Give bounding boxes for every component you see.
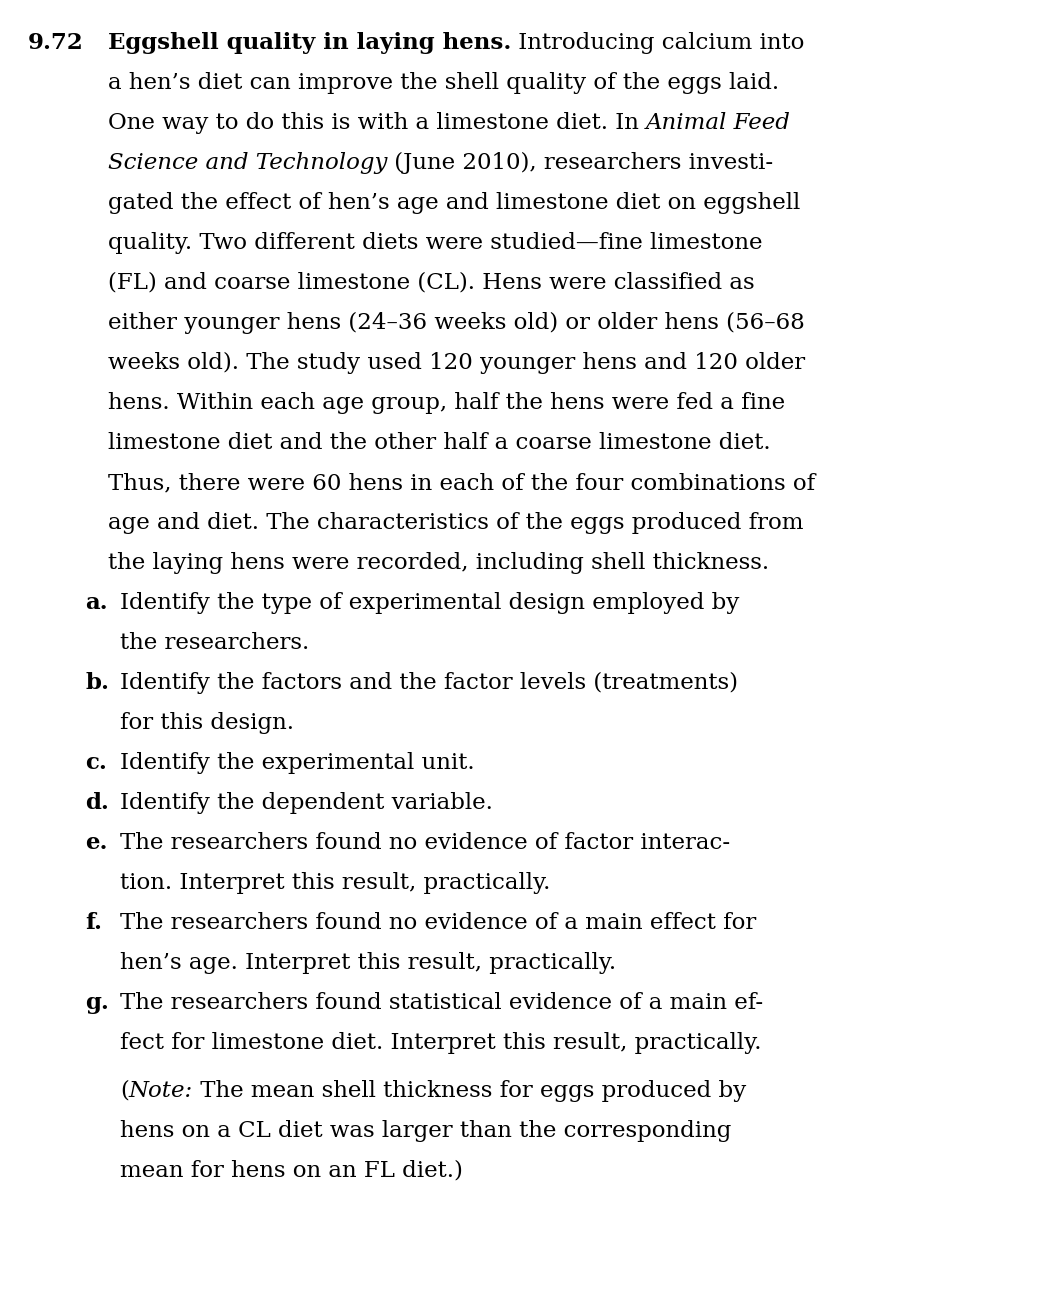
Text: The researchers found no evidence of a main effect for: The researchers found no evidence of a m… <box>120 912 756 934</box>
Text: Identify the type of experimental design employed by: Identify the type of experimental design… <box>120 592 739 614</box>
Text: Animal Feed: Animal Feed <box>646 112 791 134</box>
Text: Identify the experimental unit.: Identify the experimental unit. <box>120 752 475 774</box>
Text: mean for hens on an FL diet.): mean for hens on an FL diet.) <box>120 1160 462 1182</box>
Text: Eggshell quality in laying hens.: Eggshell quality in laying hens. <box>108 32 512 54</box>
Text: d.: d. <box>85 792 109 814</box>
Text: fect for limestone diet. Interpret this result, practically.: fect for limestone diet. Interpret this … <box>120 1032 761 1054</box>
Text: Science and Technology: Science and Technology <box>108 152 387 174</box>
Text: the laying hens were recorded, including shell thickness.: the laying hens were recorded, including… <box>108 552 769 574</box>
Text: weeks old). The study used 120 younger hens and 120 older: weeks old). The study used 120 younger h… <box>108 351 805 375</box>
Text: either younger hens (24–36 weeks old) or older hens (56–68: either younger hens (24–36 weeks old) or… <box>108 311 805 335</box>
Text: Identify the factors and the factor levels (treatments): Identify the factors and the factor leve… <box>120 672 738 694</box>
Text: The researchers found statistical evidence of a main ef-: The researchers found statistical eviden… <box>120 992 763 1014</box>
Text: (: ( <box>120 1080 128 1102</box>
Text: hen’s age. Interpret this result, practically.: hen’s age. Interpret this result, practi… <box>120 952 616 974</box>
Text: One way to do this is with a limestone diet. In: One way to do this is with a limestone d… <box>108 112 646 134</box>
Text: The researchers found no evidence of factor interac-: The researchers found no evidence of fac… <box>120 832 730 854</box>
Text: a hen’s diet can improve the shell quality of the eggs laid.: a hen’s diet can improve the shell quali… <box>108 72 779 94</box>
Text: age and diet. The characteristics of the eggs produced from: age and diet. The characteristics of the… <box>108 512 804 534</box>
Text: gated the effect of hen’s age and limestone diet on eggshell: gated the effect of hen’s age and limest… <box>108 193 801 214</box>
Text: for this design.: for this design. <box>120 712 294 734</box>
Text: quality. Two different diets were studied—fine limestone: quality. Two different diets were studie… <box>108 233 762 255</box>
Text: 9.72: 9.72 <box>28 32 84 54</box>
Text: the researchers.: the researchers. <box>120 632 309 654</box>
Text: a.: a. <box>85 592 108 614</box>
Text: Identify the dependent variable.: Identify the dependent variable. <box>120 792 493 814</box>
Text: limestone diet and the other half a coarse limestone diet.: limestone diet and the other half a coar… <box>108 432 770 453</box>
Text: c.: c. <box>85 752 106 774</box>
Text: (June 2010), researchers investi-: (June 2010), researchers investi- <box>387 152 774 174</box>
Text: hens on a CL diet was larger than the corresponding: hens on a CL diet was larger than the co… <box>120 1120 732 1142</box>
Text: f.: f. <box>85 912 102 934</box>
Text: Introducing calcium into: Introducing calcium into <box>512 32 805 54</box>
Text: tion. Interpret this result, practically.: tion. Interpret this result, practically… <box>120 872 550 894</box>
Text: (FL) and coarse limestone (CL). Hens were classified as: (FL) and coarse limestone (CL). Hens wer… <box>108 273 755 295</box>
Text: g.: g. <box>85 992 109 1014</box>
Text: Thus, there were 60 hens in each of the four combinations of: Thus, there were 60 hens in each of the … <box>108 472 815 494</box>
Text: b.: b. <box>85 672 109 694</box>
Text: Note:: Note: <box>128 1080 193 1102</box>
Text: hens. Within each age group, half the hens were fed a fine: hens. Within each age group, half the he… <box>108 391 785 413</box>
Text: The mean shell thickness for eggs produced by: The mean shell thickness for eggs produc… <box>193 1080 746 1102</box>
Text: e.: e. <box>85 832 108 854</box>
